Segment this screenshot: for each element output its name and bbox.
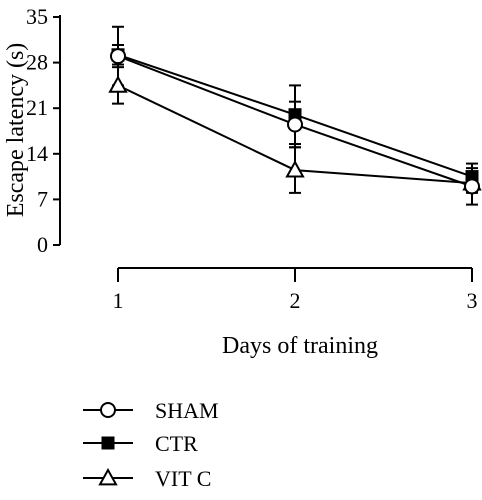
- y-tick-label: 0: [37, 232, 48, 257]
- legend-label: CTR: [155, 431, 198, 456]
- data-point-sham: [464, 178, 480, 195]
- x-tick-label: 2: [290, 288, 301, 313]
- x-ticks: 1 2 3: [113, 268, 478, 313]
- legend-item-sham: SHAM: [83, 398, 219, 423]
- x-tick-label: 3: [467, 288, 478, 313]
- y-tick-label: 35: [26, 4, 48, 29]
- data-point-sham: [110, 48, 126, 65]
- data-point-sham: [287, 116, 303, 133]
- legend-item-ctr: CTR: [83, 431, 198, 456]
- legend-label: SHAM: [155, 398, 219, 423]
- legend-marker: [100, 402, 116, 418]
- legend-marker: [101, 436, 115, 450]
- x-tick-label: 1: [113, 288, 124, 313]
- legend-label: VIT C: [155, 466, 211, 491]
- legend-item-vit-c: VIT C: [83, 466, 211, 491]
- y-tick-label: 28: [26, 50, 48, 75]
- y-tick-label: 21: [26, 95, 48, 120]
- y-axis-title: Escape latency (s): [3, 43, 29, 218]
- x-axis-title: Days of training: [222, 333, 378, 359]
- legend-marker: [98, 467, 118, 486]
- legend: SHAM CTR VIT C: [83, 398, 219, 491]
- y-tick-label: 14: [26, 141, 48, 166]
- data-point-vit-c: [285, 160, 305, 178]
- y-ticks: 0 7 14 21 28 35: [26, 4, 60, 257]
- series-layer: [108, 25, 482, 206]
- data-point-vit-c: [108, 75, 128, 93]
- y-tick-label: 7: [37, 186, 48, 211]
